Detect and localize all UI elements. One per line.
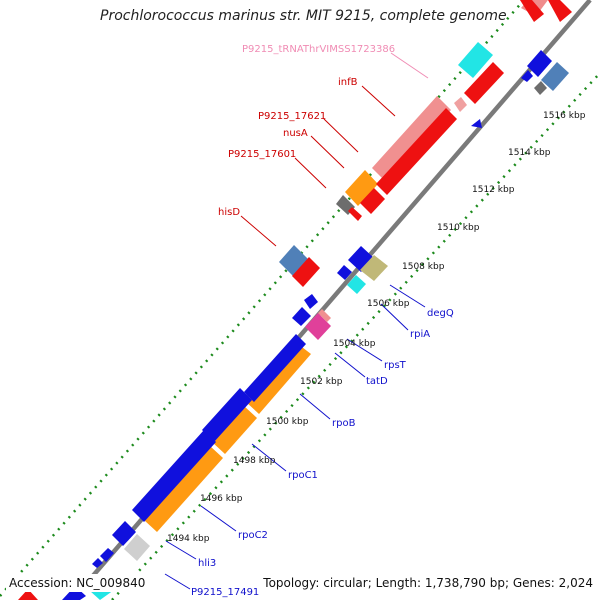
tick-label-1510: 1510 kbp	[437, 223, 480, 233]
gene-arrow-blue-top-right1[interactable]	[527, 50, 552, 77]
gene-label-degQ[interactable]: degQ	[427, 308, 454, 319]
tick-label-1494: 1494 kbp	[167, 534, 210, 544]
gene-arrow-tatD-magenta[interactable]	[305, 313, 331, 340]
leader-tatD	[334, 352, 366, 378]
tick-label-1496: 1496 kbp	[200, 494, 243, 504]
gene-label-p17601[interactable]: P9215_17601	[228, 149, 296, 160]
accession-value: NC_009840	[76, 576, 146, 590]
gene-arrow-red-mid1[interactable]	[360, 188, 385, 214]
gene-arrow-blue-small-right[interactable]	[471, 119, 482, 128]
genome-title: Prochlorococcus marinus str. MIT 9215, c…	[100, 8, 507, 24]
gene-label-hisD[interactable]: hisD	[218, 207, 240, 218]
gene-label-rpoC2[interactable]: rpoC2	[238, 530, 268, 541]
kbp-tick-labels: 1494 kbp 1496 kbp 1498 kbp 1500 kbp 1502…	[167, 111, 586, 544]
gene-arrow-rpsT-pink[interactable]	[318, 309, 331, 322]
genes-value: 2,024	[558, 576, 593, 590]
gene-arrow-blue-rpoB[interactable]	[244, 334, 306, 402]
tick-label-1514: 1514 kbp	[508, 148, 551, 158]
gene-arrow-rpoB-orange[interactable]	[246, 344, 311, 414]
leader-nusA	[310, 135, 345, 169]
genome-stats-footer: Topology: circular; Length: 1,738,790 bp…	[260, 574, 596, 592]
gene-arrow-red-long[interactable]	[376, 108, 457, 195]
gene-label-rpsT[interactable]: rpsT	[384, 360, 407, 371]
gene-arrow-hisD-steelblue[interactable]	[279, 245, 308, 276]
gene-labels: P9215_tRNAThrVIMSS1723386 infB P9215_176…	[191, 44, 454, 598]
gene-arrow-red-mid2[interactable]	[348, 207, 362, 221]
gene-label-p17621[interactable]: P9215_17621	[258, 111, 326, 122]
tick-label-1516: 1516 kbp	[543, 111, 586, 121]
label-leader-lines	[164, 52, 429, 590]
gene-arrow-hli3-silver[interactable]	[124, 534, 150, 561]
leader-hisD	[240, 215, 277, 247]
gene-arrow-blue-hli3[interactable]	[112, 521, 136, 546]
leader-p17491	[164, 573, 191, 590]
gene-arrow-red-top1[interactable]	[520, 0, 544, 22]
leader-p17621	[323, 118, 359, 153]
leader-hli3	[165, 540, 197, 560]
gene-arrow-red-hisD-right[interactable]	[292, 257, 320, 287]
tick-label-1502: 1502 kbp	[300, 377, 343, 387]
tick-label-1504: 1504 kbp	[333, 339, 376, 349]
gene-arrow-blue-right-tick[interactable]	[521, 70, 533, 82]
gene-arrow-blue-bottom2[interactable]	[92, 558, 103, 568]
leader-rpiA	[380, 303, 409, 331]
reverse-strand-genes	[18, 0, 572, 600]
gene-label-nusA[interactable]: nusA	[283, 128, 308, 139]
tick-label-1500: 1500 kbp	[266, 417, 309, 427]
gene-arrow-blue-bottom[interactable]	[100, 548, 114, 562]
gene-label-rpoB[interactable]: rpoB	[332, 418, 356, 429]
gene-arrow-olive-degQ[interactable]	[360, 255, 388, 281]
gene-arrow-blue-tatD[interactable]	[292, 307, 311, 326]
gene-label-p17491[interactable]: P9215_17491	[191, 587, 259, 598]
gene-arrow-blue-rpoC1[interactable]	[202, 388, 252, 442]
gene-arrow-infB-pink[interactable]	[372, 96, 451, 182]
gene-label-trna[interactable]: P9215_tRNAThrVIMSS1723386	[242, 44, 395, 55]
accession-footer: Accession: NC_009840	[6, 574, 149, 592]
gene-arrow-trna-cyan[interactable]	[458, 42, 493, 78]
gene-arrow-infB-small-pink[interactable]	[454, 97, 467, 112]
leader-degQ	[389, 284, 426, 308]
gene-arrow-rpoC2-orange[interactable]	[144, 446, 223, 532]
gene-arrow-red-upper[interactable]	[464, 62, 504, 104]
leader-rpoC1	[251, 443, 287, 472]
length-value: 1,738,790 bp	[424, 576, 505, 590]
genes-label: Genes:	[512, 576, 555, 590]
gene-arrow-red-bottom-left[interactable]	[18, 589, 38, 600]
gene-arrow-rpoC1-orange[interactable]	[212, 406, 257, 454]
tick-label-1508: 1508 kbp	[402, 262, 445, 272]
gene-arrow-blue-bottom3[interactable]	[62, 586, 86, 600]
gene-arrow-blue-rpiA[interactable]	[337, 265, 352, 280]
leader-infB	[361, 85, 396, 117]
gene-arrow-nusA-orange[interactable]	[345, 170, 378, 206]
leader-rpoB	[299, 393, 331, 420]
length-label: Length:	[375, 576, 422, 590]
tick-label-1506: 1506 kbp	[367, 299, 410, 309]
gene-label-tatD[interactable]: tatD	[366, 376, 388, 387]
gene-arrow-blue-degQ[interactable]	[348, 246, 374, 272]
gene-arrow-blue-rpoC2[interactable]	[132, 430, 216, 522]
leader-trna	[390, 52, 429, 79]
gene-arrow-gray-top-right[interactable]	[534, 81, 547, 95]
gene-label-hli3[interactable]: hli3	[198, 558, 216, 569]
leader-rpsT	[346, 338, 383, 362]
accession-label: Accession:	[9, 576, 73, 590]
gene-arrow-red-top2[interactable]	[548, 0, 572, 22]
topology-label: Topology:	[263, 576, 320, 590]
topology-value: circular	[323, 576, 368, 590]
leader-p17601	[294, 157, 327, 189]
leader-rpoC2	[200, 505, 237, 532]
gene-label-rpiA[interactable]: rpiA	[410, 329, 430, 340]
gene-label-infB[interactable]: infB	[338, 77, 358, 88]
gene-arrow-cyan-rpiA[interactable]	[347, 275, 366, 294]
tick-label-1512: 1512 kbp	[472, 185, 515, 195]
gene-arrow-steelblue-top-right[interactable]	[541, 62, 569, 91]
tick-label-1498: 1498 kbp	[233, 456, 276, 466]
gene-label-rpoC1[interactable]: rpoC1	[288, 470, 318, 481]
gene-arrow-blue-rpsT[interactable]	[304, 294, 318, 309]
outer-dotted-boundary-left	[0, 0, 525, 597]
